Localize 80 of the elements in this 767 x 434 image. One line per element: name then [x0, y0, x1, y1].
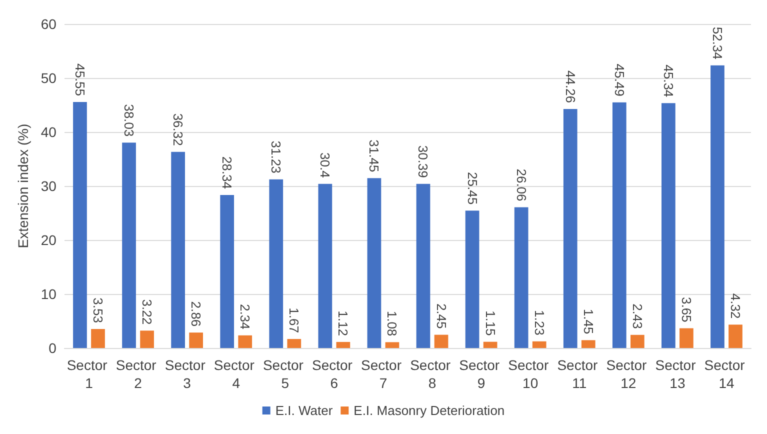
- bar: [728, 324, 742, 348]
- y-axis-title: Extension index (%): [15, 124, 31, 248]
- data-label: 2.34: [238, 304, 253, 330]
- x-tick-label: Sector 2: [116, 357, 160, 391]
- data-label: 1.12: [336, 310, 351, 336]
- y-tick-label: 0: [48, 340, 57, 356]
- data-label: 3.65: [678, 296, 694, 322]
- bar: [680, 328, 694, 348]
- data-label: 44.26: [562, 70, 578, 103]
- bar: [122, 142, 136, 348]
- bar: [563, 108, 578, 348]
- bar: [385, 342, 400, 348]
- bar: [336, 342, 350, 348]
- bar: [287, 338, 302, 348]
- x-tick-label: Sector 8: [410, 357, 454, 391]
- bar: [367, 178, 382, 348]
- data-label: 30.4: [318, 152, 333, 178]
- bar: [710, 65, 724, 348]
- x-tick-label: Sector 9: [459, 357, 504, 391]
- data-label: 45.55: [72, 63, 88, 96]
- y-tick-label: 20: [40, 232, 57, 248]
- data-label: 1.45: [580, 308, 596, 334]
- data-label: 2.45: [434, 303, 449, 329]
- bar: [434, 334, 448, 348]
- data-label: 3.53: [90, 298, 106, 323]
- data-label: 1.23: [532, 310, 547, 336]
- legend-label: E.I. Masonry Deterioration: [354, 403, 505, 418]
- legend-label: E.I. Water: [275, 403, 334, 418]
- x-tick-label: Sector 11: [557, 357, 602, 391]
- data-label: 3.22: [140, 299, 155, 325]
- bar: [662, 103, 676, 348]
- data-label: 38.03: [122, 104, 137, 137]
- x-tick-label: Sector 1: [66, 357, 112, 391]
- data-label: 36.32: [170, 113, 186, 146]
- x-tick-label: Sector 7: [361, 357, 406, 391]
- data-label: 2.86: [188, 301, 204, 327]
- data-label: 45.34: [660, 64, 676, 98]
- data-label: 1.08: [384, 310, 400, 336]
- data-label: 52.34: [710, 26, 725, 60]
- bar: [91, 328, 105, 348]
- y-tick-label: 40: [40, 124, 57, 140]
- y-tick-label: 50: [40, 70, 57, 86]
- data-label: 1.15: [482, 310, 498, 336]
- x-tick-label: Sector 5: [262, 357, 308, 391]
- bar: [171, 152, 185, 348]
- bar: [612, 102, 626, 348]
- bar: [514, 207, 528, 348]
- x-tick-label: Sector 13: [655, 357, 700, 391]
- y-tick-label: 30: [40, 178, 57, 194]
- data-label: 45.49: [612, 64, 627, 96]
- data-label: 26.06: [514, 168, 529, 202]
- bar: [532, 341, 546, 348]
- bar: [140, 330, 154, 348]
- bar: [483, 342, 498, 348]
- data-label: 30.39: [416, 145, 431, 178]
- y-tick-label: 60: [40, 16, 57, 32]
- x-tick-label: Sector 10: [508, 357, 553, 391]
- bar: [318, 184, 332, 348]
- data-label: 1.67: [286, 308, 302, 333]
- x-tick-label: Sector 12: [606, 357, 651, 391]
- data-label: 31.23: [268, 140, 284, 174]
- bar: [238, 335, 252, 348]
- bar: [189, 332, 204, 348]
- bar: [630, 334, 644, 348]
- bar: [416, 184, 430, 348]
- x-tick-label: Sector 14: [704, 357, 749, 391]
- data-label: 25.45: [464, 172, 480, 205]
- data-label: 4.32: [728, 293, 743, 319]
- x-tick-label: Sector 6: [312, 357, 356, 391]
- data-label: 28.34: [220, 156, 235, 189]
- bar: [220, 194, 234, 348]
- bar: [269, 179, 284, 348]
- x-tick-label: Sector 4: [214, 357, 258, 391]
- y-tick-label: 10: [40, 286, 57, 302]
- data-label: 31.45: [366, 140, 382, 172]
- data-label: 2.43: [630, 304, 645, 329]
- bar: [581, 340, 596, 348]
- bar: [465, 210, 480, 348]
- x-tick-label: Sector 3: [164, 357, 210, 391]
- bar: [73, 102, 87, 348]
